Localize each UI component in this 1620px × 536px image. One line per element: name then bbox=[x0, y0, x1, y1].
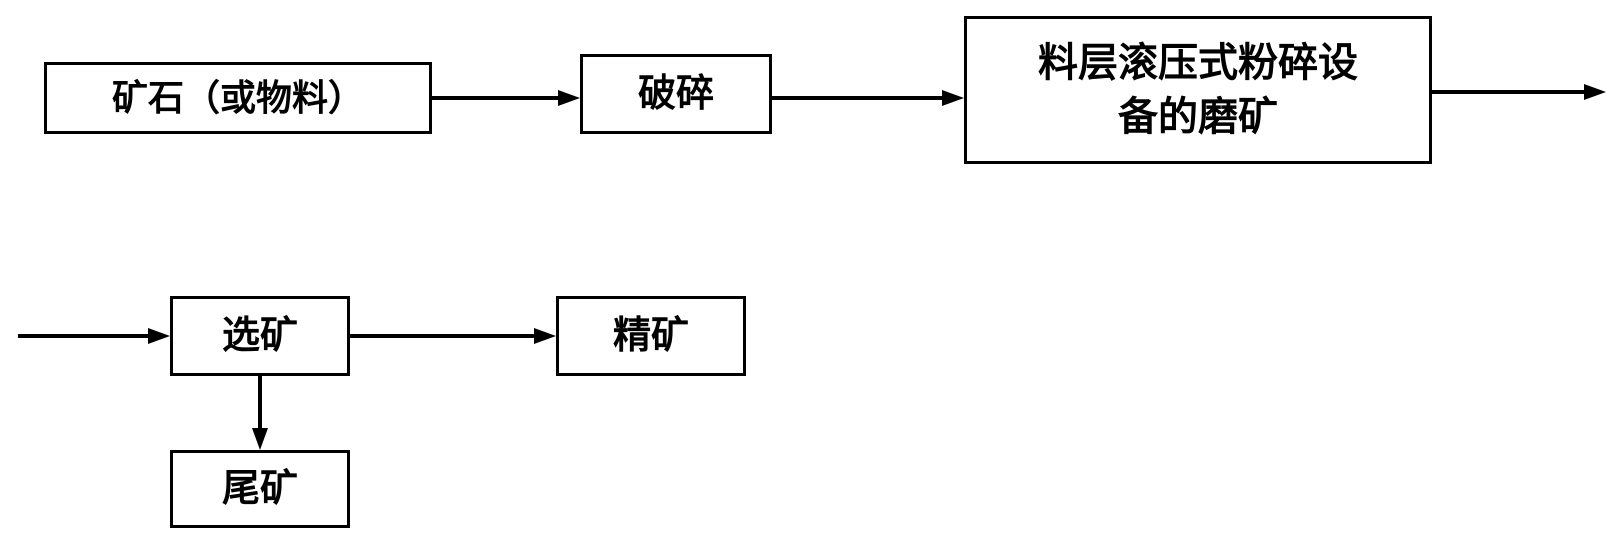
node-crush: 破碎 bbox=[580, 54, 772, 134]
node-ore-label: 矿石（或物料） bbox=[112, 78, 364, 118]
node-ore: 矿石（或物料） bbox=[44, 62, 432, 134]
node-concentrate: 精矿 bbox=[556, 296, 746, 376]
node-tailings: 尾矿 bbox=[170, 450, 350, 528]
node-select-label: 选矿 bbox=[222, 314, 298, 358]
node-tailings-label: 尾矿 bbox=[222, 467, 298, 511]
node-select: 选矿 bbox=[170, 296, 350, 376]
node-grind: 料层滚压式粉碎设备的磨矿 bbox=[964, 16, 1432, 164]
node-crush-label: 破碎 bbox=[638, 72, 714, 116]
node-concentrate-label: 精矿 bbox=[613, 314, 689, 358]
node-grind-label: 料层滚压式粉碎设备的磨矿 bbox=[1038, 36, 1358, 144]
